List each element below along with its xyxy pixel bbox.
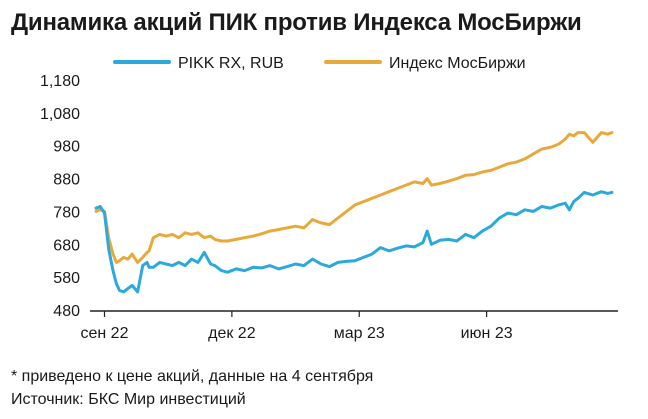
y-tick-label: 680 [53, 237, 80, 254]
x-tick-label: сен 22 [80, 325, 128, 342]
legend-label: PIKK RX, RUB [178, 55, 284, 72]
y-tick-label: 580 [53, 270, 80, 287]
y-tick-label: 1,080 [40, 106, 80, 123]
series-line-1 [94, 131, 614, 264]
y-tick-label: 980 [53, 139, 80, 156]
y-tick-label: 880 [53, 172, 80, 189]
x-tick-label: июн 23 [461, 325, 513, 342]
y-tick-label: 480 [53, 303, 80, 320]
series-layer [94, 131, 614, 294]
x-tick-label: мар 23 [334, 325, 385, 342]
legend-label: Индекс МосБиржи [389, 55, 526, 72]
y-tick-label: 780 [53, 204, 80, 221]
y-axis: 1,180 1,080 980 880 780 680 580 480 [40, 73, 80, 320]
footnote-source: Источник: БКС Мир инвестиций [11, 391, 246, 408]
y-tick-label: 1,180 [40, 73, 80, 90]
x-tick-label: дек 22 [208, 325, 256, 342]
legend: PIKK RX, RUB Индекс МосБиржи [113, 55, 526, 72]
x-axis: сен 22 дек 22 мар 23 июн 23 [80, 310, 618, 342]
series-line-0 [94, 190, 614, 294]
chart-title: Динамика акций ПИК против Индекса МосБир… [11, 9, 582, 36]
footnote-note: * приведено к цене акций, данные на 4 се… [11, 368, 374, 385]
